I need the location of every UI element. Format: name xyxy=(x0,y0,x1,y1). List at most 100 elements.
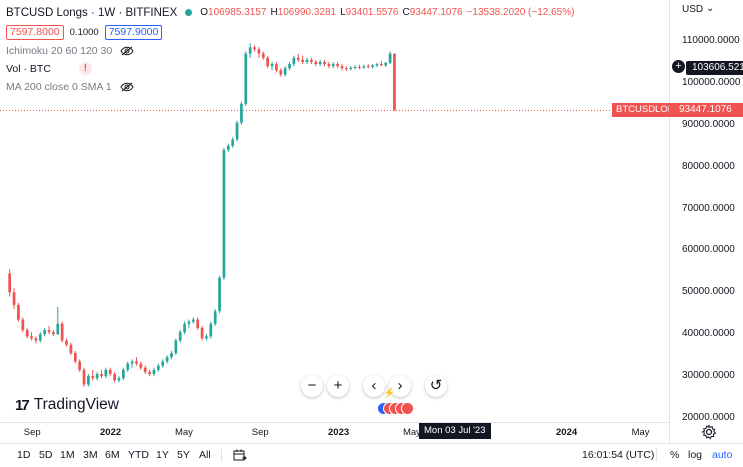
candle-body xyxy=(305,59,309,62)
candle-body xyxy=(301,59,304,62)
tradingview-logo[interactable]: 17 TradingView xyxy=(15,396,119,414)
candle xyxy=(358,64,361,70)
ask-price[interactable]: 7597.9000 xyxy=(104,25,163,40)
candle xyxy=(393,53,396,111)
candle xyxy=(244,51,248,106)
candle-body xyxy=(279,70,283,75)
range-5d[interactable]: 5D xyxy=(39,449,53,461)
candle xyxy=(200,325,204,341)
indicator-ichimoku[interactable]: Ichimoku 20 60 120 30 xyxy=(6,42,578,59)
candle-body xyxy=(366,66,370,68)
event-pin-icon[interactable]: ⚡ xyxy=(383,388,396,399)
hidden-eye-icon[interactable] xyxy=(120,46,134,56)
symbol-title[interactable]: BTCUSD Longs · 1W · BITFINEX xyxy=(6,6,178,19)
currency-label[interactable]: USD xyxy=(682,4,704,15)
log-scale-toggle[interactable]: log xyxy=(688,449,703,461)
candle xyxy=(318,59,322,67)
price-tick-label: 60000.0000 xyxy=(682,244,735,256)
candle xyxy=(349,66,353,71)
market-status-dot[interactable] xyxy=(185,9,193,16)
candle-body xyxy=(349,67,353,70)
plot-area[interactable] xyxy=(0,0,669,422)
event-marker-icon[interactable] xyxy=(401,402,414,415)
time-axis[interactable]: Sep 2022 May Sep 2023 May 2024 May Mon 03 Jul '… xyxy=(0,422,669,443)
price-tick-label: 70000.0000 xyxy=(682,202,735,214)
auto-scale-toggle[interactable]: auto xyxy=(712,449,733,461)
range-6m[interactable]: 6M xyxy=(105,449,120,461)
zoom-out-button[interactable]: − xyxy=(301,375,323,397)
candle xyxy=(362,64,366,70)
range-1d[interactable]: 1D xyxy=(17,449,31,461)
candle xyxy=(183,321,186,335)
candle xyxy=(205,334,208,341)
candle-body xyxy=(60,323,64,341)
range-5y[interactable]: 5Y xyxy=(177,449,190,461)
range-ytd[interactable]: YTD xyxy=(128,449,149,461)
candle-body xyxy=(117,378,121,381)
candle xyxy=(139,361,143,370)
candle xyxy=(261,51,265,60)
range-1m[interactable]: 1M xyxy=(60,449,75,461)
ohlc-high: H106990.3281 xyxy=(270,7,337,18)
range-3m[interactable]: 3M xyxy=(83,449,98,461)
scroll-left-button[interactable]: ‹ xyxy=(363,375,385,397)
candle-body xyxy=(270,64,274,67)
price-tick-label: 20000.0000 xyxy=(682,412,735,423)
candle-body xyxy=(152,369,156,375)
candle-body xyxy=(209,323,213,337)
candle xyxy=(56,306,60,336)
candle xyxy=(388,51,392,65)
candle-body xyxy=(78,361,81,370)
hidden-eye-icon[interactable] xyxy=(120,82,134,92)
ohlc-open: O106985.3157 xyxy=(200,7,267,18)
clock-time[interactable]: 16:01:54 (UTC) xyxy=(582,449,655,461)
candle-body xyxy=(275,64,278,71)
candle-body xyxy=(323,61,326,65)
candle-body xyxy=(200,327,204,339)
indicator-name: Vol · BTC xyxy=(6,62,51,75)
candle-body xyxy=(156,365,160,370)
chevron-down-icon[interactable]: ⌄ xyxy=(706,3,715,14)
candle-body xyxy=(165,357,169,362)
candle-body xyxy=(73,353,77,362)
price-scale[interactable]: USD ⌄ 110000.0000 100000.0000 90000.0000 80… xyxy=(669,0,743,443)
gear-icon[interactable] xyxy=(701,424,717,440)
candle xyxy=(126,361,130,372)
economic-events[interactable] xyxy=(377,402,414,416)
calendar-range-icon[interactable] xyxy=(233,449,247,462)
range-all[interactable]: All xyxy=(199,449,211,461)
candle xyxy=(222,147,226,280)
zoom-in-button[interactable]: + xyxy=(327,375,349,397)
candle-body xyxy=(362,66,366,68)
time-tick-label: Sep xyxy=(23,427,41,438)
range-1y[interactable]: 1Y xyxy=(156,449,169,461)
candle xyxy=(21,317,25,333)
candle xyxy=(60,321,64,343)
candle-body xyxy=(384,62,388,66)
candle-body xyxy=(248,47,252,54)
warning-icon[interactable]: ! xyxy=(78,62,92,75)
candle-body xyxy=(226,145,230,150)
candle-body xyxy=(30,336,33,339)
candle xyxy=(327,61,331,69)
candle-body xyxy=(87,376,90,385)
candle-body xyxy=(388,53,392,63)
candle xyxy=(87,374,90,387)
indicator-volume[interactable]: Vol · BTC ! xyxy=(6,60,578,77)
candle-body xyxy=(213,311,217,324)
bid-price[interactable]: 7597.8000 xyxy=(6,25,64,40)
add-alert-plus-icon[interactable]: + xyxy=(672,60,685,73)
indicator-ma[interactable]: MA 200 close 0 SMA 1 xyxy=(6,78,578,95)
candle-body xyxy=(135,361,138,364)
candle-body xyxy=(231,139,235,146)
percent-scale-toggle[interactable]: % xyxy=(670,449,680,461)
candle xyxy=(52,330,55,337)
candle-body xyxy=(340,66,344,69)
scroll-right-button[interactable]: › xyxy=(389,375,411,397)
candle-body xyxy=(8,273,12,293)
reset-chart-button[interactable]: ↺ xyxy=(425,375,447,397)
candle-body xyxy=(191,319,195,322)
candle-body xyxy=(183,323,186,333)
candle-body xyxy=(65,340,68,345)
